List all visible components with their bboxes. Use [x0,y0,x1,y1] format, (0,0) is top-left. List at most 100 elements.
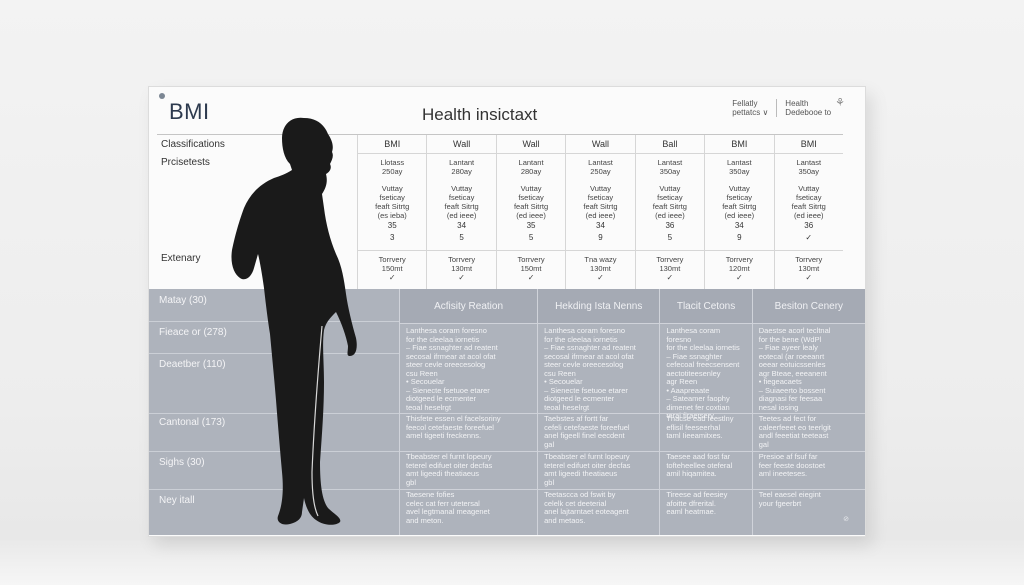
top-right-line1b: pettatcs ∨ [732,108,769,117]
row-label-prcisetests: Prcisetests [161,157,210,168]
column-l3-line: Vuttay [798,184,820,193]
lower-column-title: Tlacit Cetons [660,289,752,324]
column-l3-line: fseticay [448,193,475,202]
column-ext1: Torrvery [378,255,406,264]
lower-row-label: Matay (30) [159,295,207,306]
cell-divider [660,413,752,414]
column-l3-line: feaft Sitrtg [375,202,410,211]
cell-divider [752,489,865,490]
column-ext2: 130mt [590,264,611,273]
column-l3-line: fseticay [518,193,544,202]
cell-divider [752,451,865,452]
document-title: Health insictaxt [422,105,538,124]
bmi-poster: BMI Health insictaxt Fellatly pettatcs ∨… [148,86,866,537]
brand-title: BMI [169,99,210,124]
column-l2a: Lantant [518,158,544,167]
column-value-1: 35 [526,221,536,230]
column-l3-line: (es ieba) [377,211,407,220]
column-value-2: 9 [598,233,603,242]
column-l3-line: feaft Sitrtg [583,202,618,211]
column-value-1: 34 [734,221,744,230]
column-extenary: Torrvery 130mt ✓ [427,250,496,282]
column-extenary: Tna wazy 130mt ✓ [566,250,635,282]
lower-column-title: Hekding Ista Nenns [538,289,660,324]
classification-table: Matay (30) Fieace or (278) Deaetber (110) C… [149,289,865,535]
column-extenary: Torrvery 150mt ✓ [496,250,566,282]
lower-cell: Thisfete essen el facelsoriny feecol cet… [406,414,501,440]
column-l3-line: Vuttay [520,184,542,193]
column-head: Wall [496,135,566,154]
column-extenary: Torrvery 120mt ✓ [705,250,774,282]
column-l2b: 280ay [451,167,472,176]
column-head: BMI [774,135,843,154]
column-l3-line: feaft Sitrtg [791,202,826,211]
column-l2a: Lantast [796,158,822,167]
row-label-extenary: Extenary [161,253,201,264]
corner-mark-icon: ⊘ [843,516,849,523]
column-head: Wall [427,135,496,154]
column-l3-line: (ed ieee) [655,211,685,220]
column-l2b: 350ay [659,167,681,176]
column-ext2: 120mt [728,264,750,273]
header-col-0: BMI Llotass 250ay Vuttay fseticay feaft Sitrt… [357,135,427,290]
column-value-2: 5 [459,233,464,242]
check-icon: ✓ [805,273,813,282]
lower-col-3: Besiton Cenery Daestse acorl tecltnal for… [751,289,865,535]
column-l3-line: Vuttay [589,184,611,193]
column-ext1: Torrvery [795,255,823,264]
header-columns: BMI Llotass 250ay Vuttay fseticay feaft Sitrt… [357,135,843,290]
column-l3-line: fseticay [657,193,683,202]
lower-cell: Lanthesa coram foresno for the cleelaa i… [666,326,740,420]
human-figure-silhouette-icon [231,117,357,525]
floor [0,540,1024,585]
lower-cell: Taesene fofies celec cat ferr utetersal … [406,490,490,525]
column-ext1: Tna wazy [584,255,617,264]
cell-divider [752,413,865,414]
row-divider [149,451,399,452]
column-l3-line: (ed ieee) [446,211,477,220]
column-value-1: 36 [665,221,675,230]
column-head: Ball [635,135,705,154]
column-value-2: 3 [389,233,395,242]
column-l3-line: Vuttay [451,184,473,193]
column-l3-line: feaft Sitrtg [444,202,479,211]
column-l3-line: fseticay [726,193,753,202]
top-right-separator [776,99,778,117]
column-head: Wall [566,135,635,154]
column-value-2: 9 [737,233,742,242]
cell-divider [400,451,538,452]
cell-divider [538,489,660,490]
check-icon: ✓ [666,273,674,282]
column-ext2: 150mt [520,264,542,273]
column-l2b: 280ay [520,167,542,176]
cell-divider [400,413,538,414]
column-l3-line: (ed ieee) [516,211,546,220]
column-l3-line: feaft Sitrtg [513,202,549,211]
column-ext1: Torrvery [656,255,684,264]
lower-columns: Acfisity Reation Lanthesa coram foresno f… [399,289,865,535]
column-l2b: 350ay [729,167,750,176]
column-l3-line: feaft Sitrtg [652,202,687,211]
lower-cell: Presioe af fsuf far feer feeste doostoet… [758,452,826,478]
column-l3-line: (ed ieee) [724,211,755,220]
lower-cell: Daestse acorl tecltnal for the bene (WdP… [758,326,831,412]
column-value-2: ✓ [805,233,813,242]
lower-cell: Thacse ead feestlny eflisil feeseerhal t… [666,414,734,440]
column-ext1: Torrvery [448,255,476,264]
header-col-1: Wall Lantant 280ay Vuttay fseticay feaft Sitr… [426,135,496,290]
header-col-6: BMI Lantast 350ay Vuttay fseticay feaft Sitrt… [773,135,843,290]
cell-divider [538,451,660,452]
check-icon: ✓ [388,273,396,282]
lower-cell: Lanthesa coram foresno for the cleelaa i… [406,326,498,412]
column-ext1: Torrvery [725,255,753,264]
cell-divider [400,489,538,490]
column-value-1: 35 [387,221,397,230]
check-icon: ✓ [597,273,604,282]
top-right-info: Fellatly pettatcs ∨ Health Dedebooe to ⚘ [732,98,845,117]
lower-cell: Teetascca od fswit by celelk cet deeteri… [544,490,629,525]
lower-cell: Teetes ad fect for caleerfeeet eo teerlg… [758,414,831,449]
column-value-1: 34 [457,221,467,230]
row-label-classifications: Classifications [161,139,225,150]
top-right-line2b: Dedebooe to [785,108,832,117]
cell-divider [660,451,752,452]
